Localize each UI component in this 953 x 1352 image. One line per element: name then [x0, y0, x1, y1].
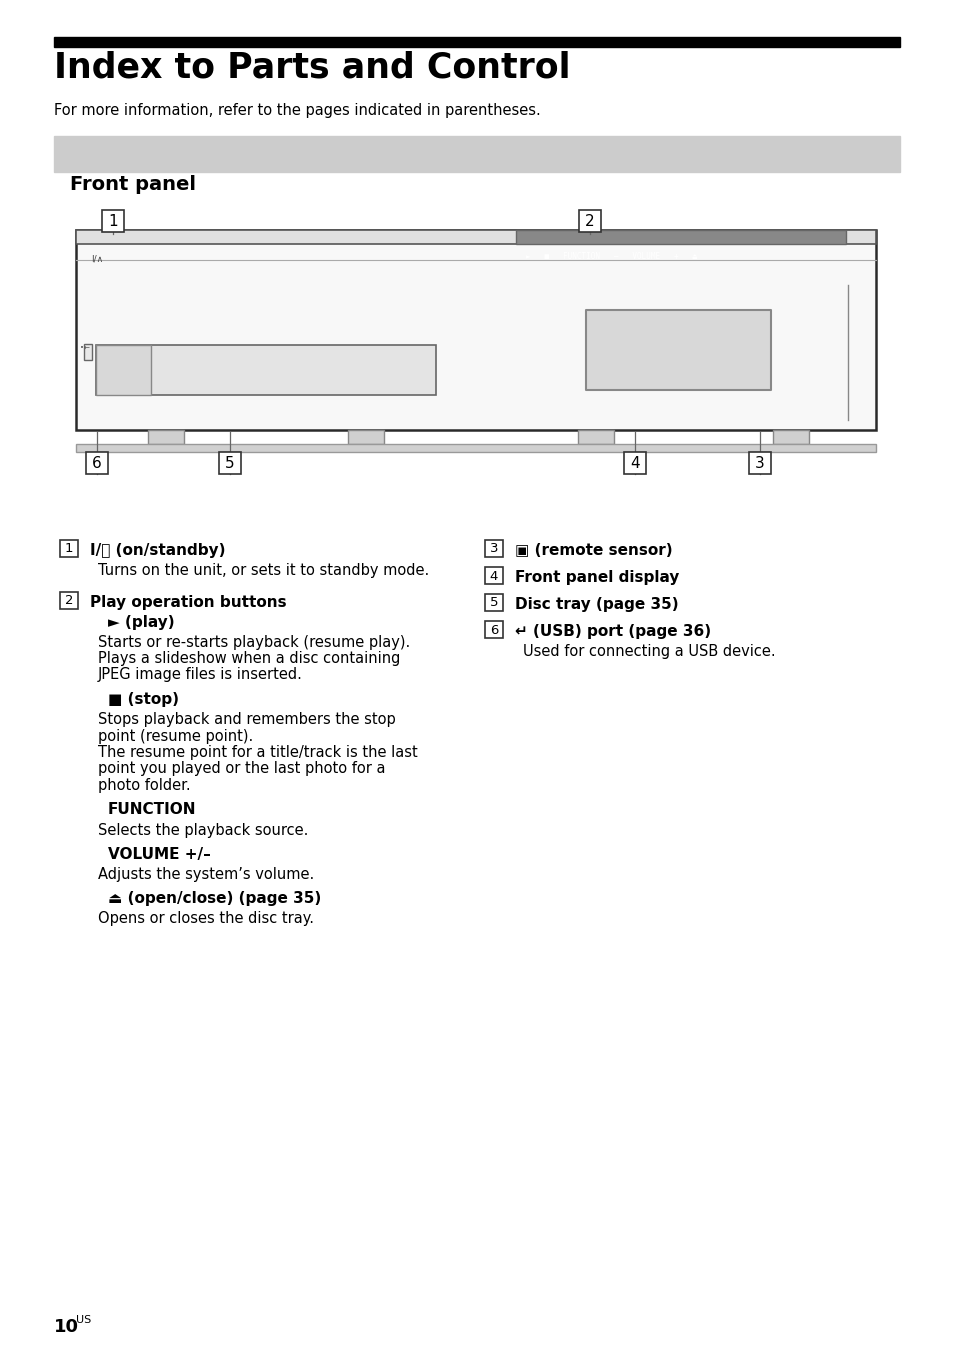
Text: ↵ (USB) port (page 36): ↵ (USB) port (page 36) — [515, 625, 710, 639]
Bar — [484, 594, 502, 611]
Text: Disc tray (page 35): Disc tray (page 35) — [515, 598, 678, 612]
Text: Starts or re-starts playback (resume play).: Starts or re-starts playback (resume pla… — [98, 634, 410, 649]
Bar — [96, 345, 151, 395]
Text: •←: •← — [80, 345, 90, 352]
Text: Selects the playback source.: Selects the playback source. — [98, 822, 308, 837]
Bar — [484, 539, 502, 557]
Bar — [623, 452, 645, 475]
Bar — [102, 210, 124, 233]
Text: 10: 10 — [54, 1318, 79, 1336]
Text: 4: 4 — [630, 457, 639, 472]
Text: ⏏ (open/close) (page 35): ⏏ (open/close) (page 35) — [108, 891, 321, 906]
Text: I/∧: I/∧ — [91, 254, 103, 264]
Text: Used for connecting a USB device.: Used for connecting a USB device. — [522, 644, 775, 658]
Text: 2: 2 — [584, 215, 594, 230]
Bar — [484, 566, 502, 584]
Text: 5: 5 — [225, 457, 234, 472]
Text: I/⏻ (on/standby): I/⏻ (on/standby) — [90, 544, 225, 558]
Text: Front panel: Front panel — [70, 174, 195, 193]
Text: ► (play): ► (play) — [108, 615, 174, 630]
Bar — [86, 452, 108, 475]
Bar — [76, 230, 875, 243]
Text: Adjusts the system’s volume.: Adjusts the system’s volume. — [98, 867, 314, 882]
Bar — [76, 230, 875, 430]
Text: point (resume point).: point (resume point). — [98, 729, 253, 744]
Text: 6: 6 — [489, 623, 497, 637]
Text: 1: 1 — [108, 215, 117, 230]
Bar — [148, 430, 184, 443]
Text: JPEG image files is inserted.: JPEG image files is inserted. — [98, 668, 302, 683]
Text: 5: 5 — [489, 596, 497, 610]
Bar — [60, 592, 78, 608]
Bar — [76, 230, 875, 243]
Text: Opens or closes the disc tray.: Opens or closes the disc tray. — [98, 911, 314, 926]
Bar — [516, 230, 845, 243]
Bar — [219, 452, 241, 475]
Text: Play operation buttons: Play operation buttons — [90, 595, 286, 610]
Text: point you played or the last photo for a: point you played or the last photo for a — [98, 761, 385, 776]
Text: US: US — [76, 1315, 91, 1325]
Bar — [348, 430, 384, 443]
Bar — [60, 539, 78, 557]
Text: ►   ■   FUNCTION   –   VOLUME   +   ⏏: ► ■ FUNCTION – VOLUME + ⏏ — [525, 251, 697, 261]
Bar — [54, 37, 899, 47]
Text: 1: 1 — [65, 542, 73, 556]
Bar — [484, 621, 502, 638]
Bar — [84, 343, 91, 360]
Text: ■ (stop): ■ (stop) — [108, 692, 179, 707]
Text: Front panel display: Front panel display — [515, 571, 679, 585]
Text: FUNCTION: FUNCTION — [108, 803, 196, 818]
Text: ▣ (remote sensor): ▣ (remote sensor) — [515, 544, 672, 558]
Text: 3: 3 — [755, 457, 764, 472]
Text: Plays a slideshow when a disc containing: Plays a slideshow when a disc containing — [98, 652, 400, 667]
Text: Stops playback and remembers the stop: Stops playback and remembers the stop — [98, 713, 395, 727]
Bar — [96, 345, 436, 395]
Text: Turns on the unit, or sets it to standby mode.: Turns on the unit, or sets it to standby… — [98, 562, 429, 579]
Bar — [578, 430, 614, 443]
Bar — [585, 310, 770, 389]
Text: Index to Parts and Control: Index to Parts and Control — [54, 50, 570, 84]
Bar — [578, 210, 600, 233]
Text: The resume point for a title/track is the last: The resume point for a title/track is th… — [98, 745, 417, 760]
Bar — [748, 452, 770, 475]
Text: 6: 6 — [92, 457, 102, 472]
Bar — [772, 430, 808, 443]
Bar — [516, 230, 845, 243]
Bar — [54, 137, 899, 172]
Text: 2: 2 — [65, 594, 73, 607]
Text: For more information, refer to the pages indicated in parentheses.: For more information, refer to the pages… — [54, 103, 540, 118]
Bar — [76, 443, 875, 452]
Text: 3: 3 — [489, 542, 497, 556]
Text: photo folder.: photo folder. — [98, 777, 191, 794]
Text: 4: 4 — [489, 569, 497, 583]
Text: VOLUME +/–: VOLUME +/– — [108, 846, 211, 863]
